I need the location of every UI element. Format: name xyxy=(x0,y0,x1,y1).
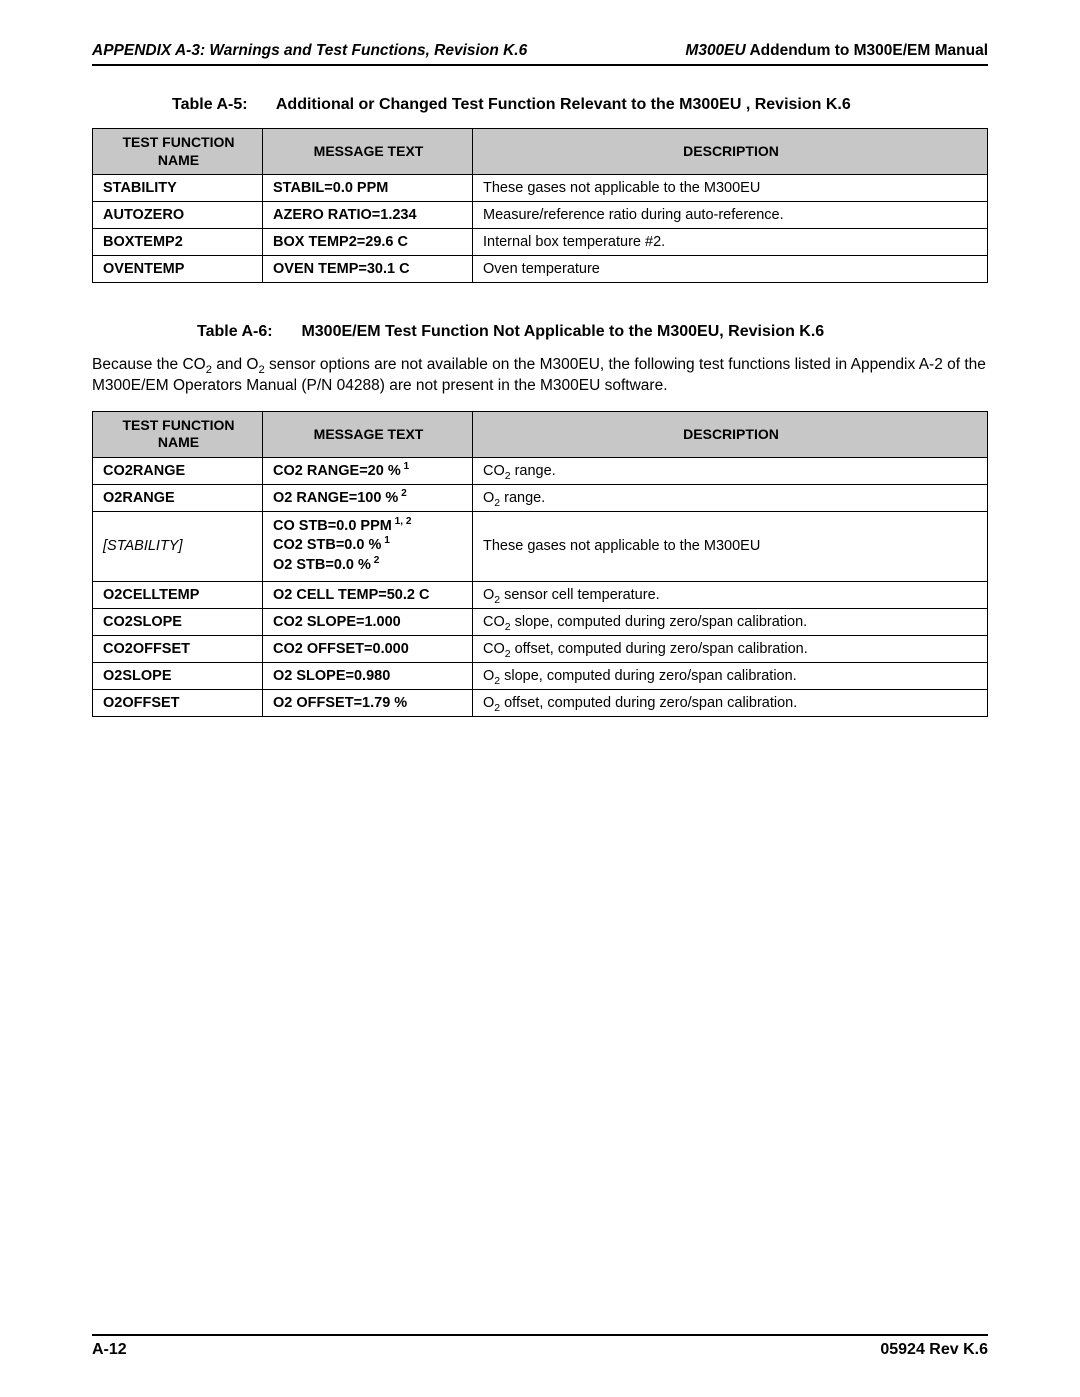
table-header-row: TEST FUNCTION NAME MESSAGE TEXT DESCRIPT… xyxy=(93,411,988,457)
cell-description: O2 slope, computed during zero/span cali… xyxy=(473,662,988,689)
table-header-row: TEST FUNCTION NAME MESSAGE TEXT DESCRIPT… xyxy=(93,129,988,175)
cell-message-text: O2 RANGE=100 % 2 xyxy=(263,484,473,511)
cell-description: O2 offset, computed during zero/span cal… xyxy=(473,689,988,716)
th-function-name: TEST FUNCTION NAME xyxy=(93,129,263,175)
table-a5: TEST FUNCTION NAME MESSAGE TEXT DESCRIPT… xyxy=(92,128,988,283)
page-header: APPENDIX A-3: Warnings and Test Function… xyxy=(92,42,988,66)
intro-p2: and O xyxy=(212,356,259,373)
table-row: STABILITYSTABIL=0.0 PPMThese gases not a… xyxy=(93,175,988,202)
cell-function-name: O2RANGE xyxy=(93,484,263,511)
table-row: AUTOZEROAZERO RATIO=1.234Measure/referen… xyxy=(93,202,988,229)
cell-description: These gases not applicable to the M300EU xyxy=(473,511,988,581)
table-row: [STABILITY]CO STB=0.0 PPM 1, 2CO2 STB=0.… xyxy=(93,511,988,581)
cell-message-text: AZERO RATIO=1.234 xyxy=(263,202,473,229)
cell-function-name: O2CELLTEMP xyxy=(93,581,263,608)
th-message-text: MESSAGE TEXT xyxy=(263,129,473,175)
cell-description: CO2 offset, computed during zero/span ca… xyxy=(473,635,988,662)
header-right-prefix: M300EU xyxy=(685,42,745,59)
table-a5-label: Table A-5: xyxy=(172,96,272,114)
cell-description: Internal box temperature #2. xyxy=(473,229,988,256)
cell-description: These gases not applicable to the M300EU xyxy=(473,175,988,202)
table-row: CO2SLOPECO2 SLOPE=1.000CO2 slope, comput… xyxy=(93,608,988,635)
cell-message-text: BOX TEMP2=29.6 C xyxy=(263,229,473,256)
cell-description: CO2 range. xyxy=(473,457,988,484)
header-right: M300EU Addendum to M300E/EM Manual xyxy=(685,42,988,60)
page-footer: A-12 05924 Rev K.6 xyxy=(92,1334,988,1359)
table-a5-caption: Table A-5: Additional or Changed Test Fu… xyxy=(92,96,988,114)
table-row: CO2OFFSETCO2 OFFSET=0.000CO2 offset, com… xyxy=(93,635,988,662)
table-a6-intro: Because the CO2 and O2 sensor options ar… xyxy=(92,355,988,397)
header-left: APPENDIX A-3: Warnings and Test Function… xyxy=(92,42,527,60)
cell-description: Oven temperature xyxy=(473,256,988,283)
footer-right: 05924 Rev K.6 xyxy=(880,1341,988,1359)
table-row: BOXTEMP2BOX TEMP2=29.6 CInternal box tem… xyxy=(93,229,988,256)
th-description: DESCRIPTION xyxy=(473,129,988,175)
cell-function-name: O2SLOPE xyxy=(93,662,263,689)
table-row: CO2RANGECO2 RANGE=20 % 1CO2 range. xyxy=(93,457,988,484)
table-a6-title: M300E/EM Test Function Not Applicable to… xyxy=(301,323,824,340)
cell-function-name: OVENTEMP xyxy=(93,256,263,283)
table-row: O2CELLTEMPO2 CELL TEMP=50.2 CO2 sensor c… xyxy=(93,581,988,608)
intro-p1: Because the CO xyxy=(92,356,206,373)
table-row: O2RANGEO2 RANGE=100 % 2O2 range. xyxy=(93,484,988,511)
cell-description: O2 sensor cell temperature. xyxy=(473,581,988,608)
cell-description: Measure/reference ratio during auto-refe… xyxy=(473,202,988,229)
cell-function-name: STABILITY xyxy=(93,175,263,202)
cell-description: O2 range. xyxy=(473,484,988,511)
cell-message-text: CO2 SLOPE=1.000 xyxy=(263,608,473,635)
table-a6-caption: Table A-6: M300E/EM Test Function Not Ap… xyxy=(92,323,988,341)
table-row: OVENTEMPOVEN TEMP=30.1 COven temperature xyxy=(93,256,988,283)
footer-left: A-12 xyxy=(92,1341,127,1359)
table-a5-title: Additional or Changed Test Function Rele… xyxy=(276,96,851,113)
cell-function-name: CO2SLOPE xyxy=(93,608,263,635)
cell-function-name: BOXTEMP2 xyxy=(93,229,263,256)
th-message-text: MESSAGE TEXT xyxy=(263,411,473,457)
table-a6: TEST FUNCTION NAME MESSAGE TEXT DESCRIPT… xyxy=(92,411,988,717)
cell-message-text: O2 SLOPE=0.980 xyxy=(263,662,473,689)
cell-function-name: CO2RANGE xyxy=(93,457,263,484)
cell-description: CO2 slope, computed during zero/span cal… xyxy=(473,608,988,635)
cell-message-text: CO2 RANGE=20 % 1 xyxy=(263,457,473,484)
cell-message-text: CO2 OFFSET=0.000 xyxy=(263,635,473,662)
table-row: O2OFFSETO2 OFFSET=1.79 %O2 offset, compu… xyxy=(93,689,988,716)
cell-function-name: AUTOZERO xyxy=(93,202,263,229)
cell-message-text: OVEN TEMP=30.1 C xyxy=(263,256,473,283)
cell-message-text: O2 CELL TEMP=50.2 C xyxy=(263,581,473,608)
cell-message-text: CO STB=0.0 PPM 1, 2CO2 STB=0.0 % 1O2 STB… xyxy=(263,511,473,581)
cell-function-name: O2OFFSET xyxy=(93,689,263,716)
th-description: DESCRIPTION xyxy=(473,411,988,457)
cell-function-name: CO2OFFSET xyxy=(93,635,263,662)
cell-function-name: [STABILITY] xyxy=(93,511,263,581)
th-function-name: TEST FUNCTION NAME xyxy=(93,411,263,457)
cell-message-text: STABIL=0.0 PPM xyxy=(263,175,473,202)
table-a6-label: Table A-6: xyxy=(197,323,297,341)
cell-message-text: O2 OFFSET=1.79 % xyxy=(263,689,473,716)
header-right-suffix: Addendum to M300E/EM Manual xyxy=(746,42,988,59)
table-row: O2SLOPEO2 SLOPE=0.980O2 slope, computed … xyxy=(93,662,988,689)
